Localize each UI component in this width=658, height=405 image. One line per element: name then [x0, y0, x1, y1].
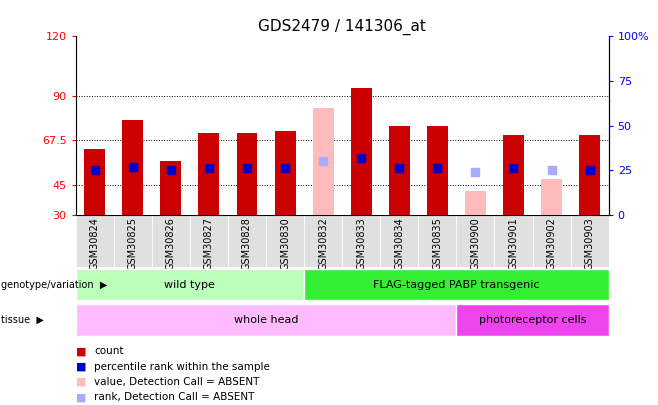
Bar — [84, 149, 105, 215]
Bar — [274, 132, 295, 215]
Bar — [427, 126, 448, 215]
Point — [318, 158, 328, 164]
Bar — [122, 119, 143, 215]
Point — [584, 167, 595, 173]
Bar — [503, 135, 524, 215]
Point — [546, 167, 557, 173]
Bar — [76, 215, 114, 267]
Text: GSM30825: GSM30825 — [128, 217, 138, 270]
Text: GSM30903: GSM30903 — [584, 217, 595, 270]
Bar — [161, 161, 182, 215]
Point — [432, 165, 443, 172]
Bar — [152, 215, 190, 267]
Bar — [418, 215, 457, 267]
Text: GSM30828: GSM30828 — [242, 217, 252, 270]
Bar — [541, 179, 562, 215]
Bar — [76, 269, 304, 300]
Text: count: count — [94, 346, 124, 356]
Bar — [228, 215, 266, 267]
Point — [470, 168, 480, 175]
Text: FLAG-tagged PABP transgenic: FLAG-tagged PABP transgenic — [373, 279, 540, 290]
Point — [280, 165, 290, 172]
Bar — [190, 215, 228, 267]
Point — [89, 167, 100, 173]
Point — [241, 165, 252, 172]
Bar — [494, 215, 532, 267]
Point — [166, 167, 176, 173]
Bar — [304, 269, 609, 300]
Text: value, Detection Call = ABSENT: value, Detection Call = ABSENT — [94, 377, 259, 387]
Point — [508, 165, 519, 172]
Bar — [380, 215, 418, 267]
Text: GSM30902: GSM30902 — [547, 217, 557, 270]
Bar — [579, 135, 600, 215]
Bar — [76, 304, 457, 336]
Text: GSM30833: GSM30833 — [356, 217, 367, 270]
Bar — [532, 215, 570, 267]
Text: GSM30824: GSM30824 — [89, 217, 100, 270]
Bar — [304, 215, 342, 267]
Point — [128, 163, 138, 170]
Text: tissue  ▶: tissue ▶ — [1, 315, 43, 325]
Text: whole head: whole head — [234, 315, 298, 325]
Text: GSM30835: GSM30835 — [432, 217, 442, 270]
Text: GSM30834: GSM30834 — [394, 217, 404, 270]
Text: genotype/variation  ▶: genotype/variation ▶ — [1, 279, 107, 290]
Text: GSM30830: GSM30830 — [280, 217, 290, 270]
Text: wild type: wild type — [164, 279, 215, 290]
Bar — [199, 134, 219, 215]
Text: GSM30901: GSM30901 — [509, 217, 519, 270]
Text: GSM30826: GSM30826 — [166, 217, 176, 270]
Bar — [457, 215, 494, 267]
Bar — [465, 191, 486, 215]
Bar — [570, 215, 609, 267]
Text: GSM30832: GSM30832 — [318, 217, 328, 270]
Bar — [313, 108, 334, 215]
Text: GSM30827: GSM30827 — [204, 217, 214, 270]
Text: photoreceptor cells: photoreceptor cells — [479, 315, 586, 325]
Bar — [236, 134, 257, 215]
Text: ■: ■ — [76, 346, 86, 356]
Text: ■: ■ — [76, 362, 86, 372]
Point — [356, 154, 367, 161]
Title: GDS2479 / 141306_at: GDS2479 / 141306_at — [258, 19, 426, 35]
Text: rank, Detection Call = ABSENT: rank, Detection Call = ABSENT — [94, 392, 255, 403]
Text: ■: ■ — [76, 377, 86, 387]
Bar — [351, 88, 372, 215]
Text: ■: ■ — [76, 392, 86, 403]
Bar — [266, 215, 304, 267]
Text: GSM30900: GSM30900 — [470, 217, 480, 270]
Text: percentile rank within the sample: percentile rank within the sample — [94, 362, 270, 372]
Point — [394, 165, 405, 172]
Point — [204, 165, 215, 172]
Bar — [389, 126, 410, 215]
Bar — [342, 215, 380, 267]
Bar — [114, 215, 152, 267]
Bar — [457, 304, 609, 336]
